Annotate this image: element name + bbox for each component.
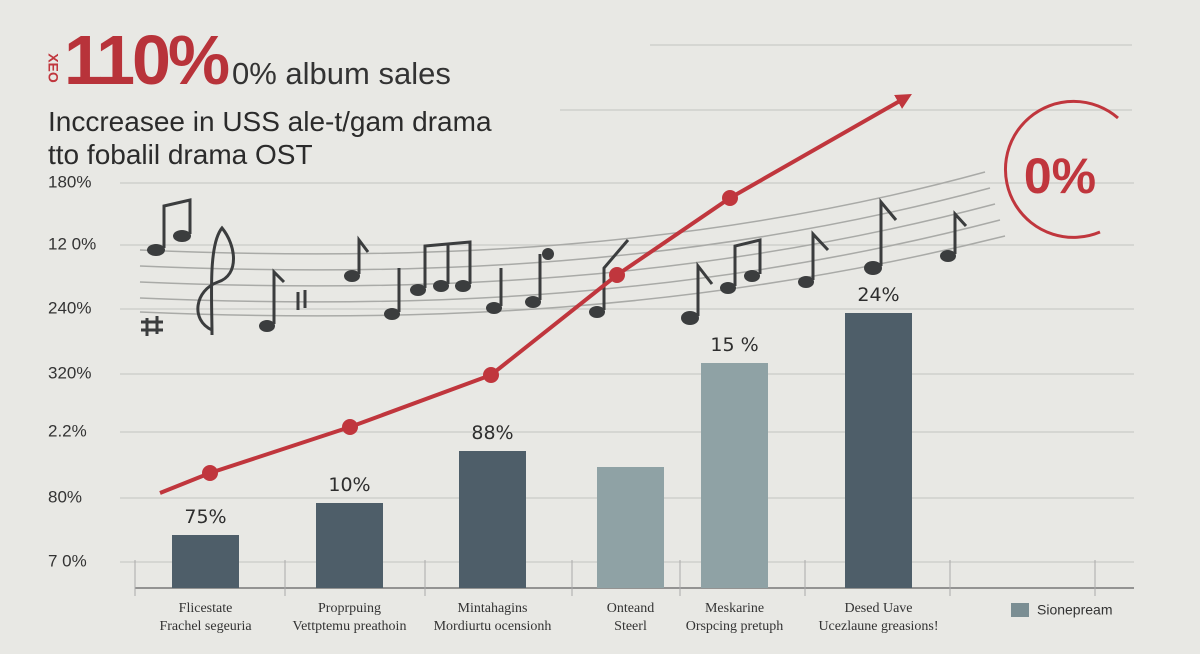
- category-label: Vettptemu preathoin: [293, 619, 407, 634]
- big-number: 110%: [64, 21, 229, 99]
- subtitle: tto fobalil drama OST: [48, 139, 313, 170]
- category-label: Desed Uave: [844, 601, 912, 616]
- bar-value-label: 15 %: [710, 334, 758, 356]
- bar: [845, 313, 912, 588]
- y-axis-label: 7 0%: [48, 551, 87, 570]
- bar: [172, 535, 239, 588]
- bar: [316, 503, 383, 588]
- category-label: Orspcing pretuph: [686, 619, 784, 634]
- bar-value-label: 88%: [471, 422, 513, 444]
- grid: 180% 12 0% 240% 320% 2.2% 80% 7 0%: [48, 172, 1134, 596]
- category-label: Meskarine: [705, 601, 764, 616]
- bar: [701, 363, 768, 588]
- bar: [597, 467, 664, 588]
- category-label: Flicestate: [179, 601, 233, 616]
- bar-value-label: 10%: [328, 474, 370, 496]
- legend-swatch: [1011, 603, 1029, 617]
- bar: [459, 451, 526, 588]
- badge-ring: [1003, 99, 1119, 239]
- legend-label: Sionepream: [1037, 602, 1113, 618]
- bars: 75% Flicestate Frachel segeuria 10% Proprpui…: [159, 284, 938, 634]
- y-axis-label: 80%: [48, 487, 82, 506]
- bar-value-label: 75%: [184, 506, 226, 528]
- y-axis-label: 2.2%: [48, 421, 87, 440]
- category-label: Ucezlaune greasions!: [818, 619, 938, 634]
- category-label: Mintahagins: [458, 601, 528, 616]
- y-axis-label: 12 0%: [48, 234, 96, 253]
- trend-points: [202, 190, 738, 481]
- y-axis-label: 240%: [48, 298, 91, 317]
- side-mark: XEO: [45, 53, 61, 83]
- category-label: Mordiurtu ocensionh: [434, 619, 552, 634]
- category-label: Frachel segeuria: [159, 619, 252, 634]
- music-notes: [141, 197, 968, 336]
- category-label: Steerl: [614, 619, 647, 634]
- headline: 0% album sales: [232, 56, 451, 91]
- category-label: Onteand: [607, 601, 654, 616]
- y-axis-label: 180%: [48, 172, 91, 191]
- y-axis-label: 320%: [48, 363, 91, 382]
- category-label: Proprpuing: [318, 601, 381, 616]
- subtitle: Inccreasee in USS ale-t/gam drama: [48, 106, 492, 137]
- badge-text: 0%: [1024, 148, 1096, 204]
- bar-value-label: 24%: [857, 284, 899, 306]
